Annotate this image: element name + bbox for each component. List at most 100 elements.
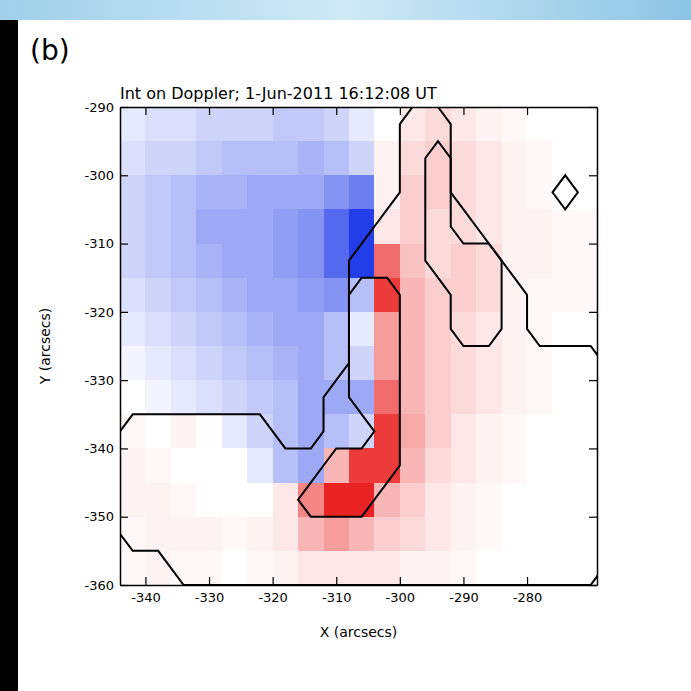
tick (463, 107, 464, 115)
axis-line (597, 108, 599, 586)
cell (578, 244, 597, 279)
cell (247, 244, 273, 279)
cell (425, 414, 451, 449)
tick: -340 (84, 441, 128, 456)
cell (527, 107, 553, 142)
cell (273, 107, 299, 142)
cell (502, 483, 528, 518)
cell (349, 107, 375, 142)
cell (552, 517, 578, 552)
cell (451, 380, 477, 415)
cell (247, 175, 273, 210)
cell (476, 312, 502, 347)
tick-mark (336, 107, 337, 115)
cell (171, 278, 197, 313)
cell (451, 483, 477, 518)
cell (476, 175, 502, 210)
cell (374, 483, 400, 518)
tick-label: -320 (84, 305, 114, 320)
cell (349, 551, 375, 585)
cell (374, 209, 400, 244)
y-axis: -360-350-340-330-320-310-300-290 (84, 100, 128, 593)
cell (171, 483, 197, 518)
cell (578, 209, 597, 244)
cell (273, 448, 299, 483)
tick-mark (400, 577, 401, 585)
cell (552, 312, 578, 347)
x-axis-title: X (arcsecs) (320, 624, 398, 640)
cell (247, 346, 273, 381)
cell (578, 107, 597, 142)
tick (400, 107, 401, 115)
cell (502, 517, 528, 552)
cell (120, 346, 146, 381)
cell (247, 312, 273, 347)
top-strip (0, 0, 691, 20)
cell (324, 483, 350, 518)
cell (552, 380, 578, 415)
cell (298, 551, 324, 585)
cell (120, 414, 146, 449)
tick-mark (463, 107, 464, 115)
cell (273, 209, 299, 244)
tick-mark (145, 107, 146, 115)
cell (451, 414, 477, 449)
cell (451, 175, 477, 210)
cell (145, 380, 171, 415)
cell (273, 175, 299, 210)
cell (145, 551, 171, 585)
cell (400, 551, 426, 585)
tick-mark (120, 585, 128, 586)
cell (349, 244, 375, 279)
cell (476, 278, 502, 313)
cell (502, 380, 528, 415)
axis-line (120, 108, 122, 586)
cell (527, 209, 553, 244)
cell (552, 448, 578, 483)
tick-mark (589, 380, 597, 381)
tick (589, 517, 597, 518)
axis-line (121, 585, 598, 587)
cell (349, 141, 375, 176)
cell (247, 141, 273, 176)
cell (196, 551, 222, 585)
cell (527, 517, 553, 552)
chart: -340-330-320-310-300-290-280-360-350-340… (0, 0, 691, 691)
tick-mark (463, 577, 464, 585)
cell (324, 346, 350, 381)
cell (552, 209, 578, 244)
cell (171, 380, 197, 415)
cell (324, 278, 350, 313)
cell (324, 209, 350, 244)
cell (120, 551, 146, 585)
plot-area (120, 107, 597, 585)
tick (589, 312, 597, 313)
cell (120, 517, 146, 552)
cell (171, 107, 197, 142)
cell (145, 448, 171, 483)
cell (222, 312, 248, 347)
cell (374, 380, 400, 415)
cell (196, 244, 222, 279)
cell (349, 414, 375, 449)
cell (222, 278, 248, 313)
tick-mark (589, 517, 597, 518)
tick-mark (145, 577, 146, 585)
cell (374, 448, 400, 483)
cell (196, 278, 222, 313)
cell (196, 209, 222, 244)
cell (196, 175, 222, 210)
cell (247, 483, 273, 518)
cell (578, 278, 597, 313)
cell (171, 414, 197, 449)
cell (476, 483, 502, 518)
cell (425, 244, 451, 279)
cell (171, 175, 197, 210)
cell (552, 175, 578, 210)
cell (145, 414, 171, 449)
cell (324, 517, 350, 552)
cell (349, 209, 375, 244)
cell (451, 517, 477, 552)
cell (145, 483, 171, 518)
tick-label: -330 (195, 590, 225, 605)
